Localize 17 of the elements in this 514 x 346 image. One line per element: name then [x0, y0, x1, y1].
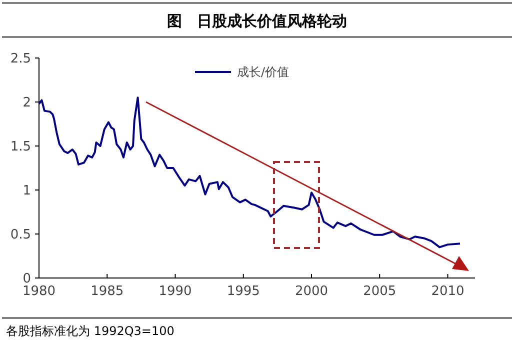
- x-tick-label: 1985: [90, 284, 124, 299]
- x-tick-label: 1995: [226, 284, 260, 299]
- legend-label: 成长/价值: [237, 65, 290, 80]
- y-tick-label: 1.5: [10, 140, 31, 155]
- chart-title: 图 日股成长价值风格轮动: [167, 12, 347, 30]
- x-tick-label: 1990: [158, 284, 192, 299]
- y-tick-label: 1: [22, 184, 31, 199]
- x-tick-label: 2005: [363, 284, 396, 299]
- line-series: [38, 96, 462, 248]
- y-tick-label: 2.5: [10, 52, 31, 67]
- y-tick-label: 0.5: [10, 228, 31, 243]
- x-tick-label: 2000: [294, 284, 328, 299]
- y-tick-label: 0: [22, 272, 31, 287]
- y-tick-label: 2: [22, 96, 31, 111]
- text: 各股指标准化为 1992Q3=100: [6, 324, 174, 338]
- x-tick-label: 2010: [431, 284, 464, 299]
- x-tick-label: 1980: [22, 284, 56, 299]
